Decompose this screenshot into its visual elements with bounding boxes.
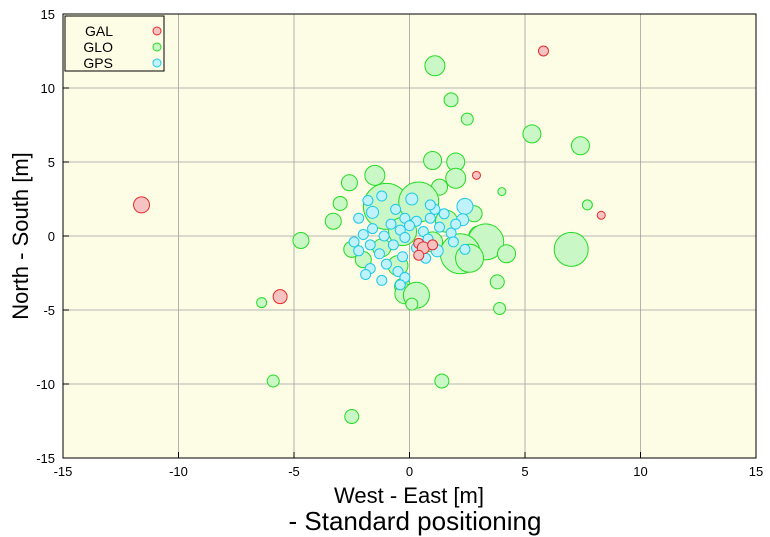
y-tick-label: 0 [48,229,55,244]
x-tick-label: -15 [54,464,73,479]
series-gal [133,45,606,305]
legend-label-gal: GAL [85,23,113,39]
point-gps [450,218,462,230]
legend-label-glo: GLO [83,39,113,55]
point-gps [360,268,372,280]
point-glo [292,231,310,249]
point-glo [344,409,360,425]
point-gps [348,236,360,248]
point-gps [366,205,380,219]
point-glo [493,302,507,316]
point-gps [353,212,365,224]
point-gal [596,210,606,220]
point-gal [427,239,439,251]
point-gps [399,231,411,243]
point-glo [522,124,542,144]
point-glo [581,199,593,211]
point-gal [471,170,481,180]
chart-caption: - Standard positioning [289,506,542,536]
point-glo [256,297,268,309]
point-gps [459,243,471,255]
point-gps [424,212,436,224]
point-glo [489,274,505,290]
point-glo [553,231,589,267]
point-gal [272,289,288,305]
x-axis-label: West - East [m] [334,483,484,508]
point-gps [367,223,379,235]
point-glo [424,55,446,77]
y-axis-label: North - South [m] [8,152,33,320]
point-glo [460,112,474,126]
point-glo [266,374,280,388]
point-gps [390,203,402,215]
legend-label-gps: GPS [83,55,113,71]
point-gps [397,251,409,263]
point-gps [376,274,388,286]
point-gps [357,229,369,241]
x-tick-label: -5 [288,464,300,479]
point-gal [537,45,549,57]
point-glo [434,373,450,389]
x-tick-label: 5 [521,464,528,479]
point-glo [570,136,590,156]
point-gps [385,218,397,230]
point-glo [423,151,443,171]
point-glo [364,164,386,186]
point-glo [497,187,507,197]
point-glo [340,174,358,192]
point-glo [332,195,348,211]
point-gal [413,249,425,261]
legend-box [64,15,165,72]
data-points [133,45,606,425]
point-gps [434,221,446,233]
point-gps [456,197,474,215]
point-glo [445,167,467,189]
legend-marker-gps [152,58,162,68]
point-gps [394,279,406,291]
point-gps [387,239,399,251]
point-glo [497,244,517,264]
point-gps [376,190,388,202]
point-gps [380,258,392,270]
point-gps [362,194,374,206]
point-gps [373,248,385,260]
x-tick-label: 10 [633,464,647,479]
y-tick-label: 10 [41,81,55,96]
point-gps [364,239,376,251]
legend-marker-gal [152,26,162,36]
point-gps [405,192,419,206]
point-glo [324,212,342,230]
legend-marker-glo [152,42,162,52]
x-tick-label: -10 [169,464,188,479]
point-gps [447,236,459,248]
point-gal [133,196,151,214]
y-tick-label: -10 [36,377,55,392]
point-gps [378,230,390,242]
point-gps [353,245,365,257]
point-glo [443,92,459,108]
point-glo [405,297,419,311]
point-gps [404,220,415,232]
y-tick-label: -15 [36,451,55,466]
axis-ticks: -15 -10 -5 0 5 10 15 -15 -10 -5 0 5 10 15 [36,7,763,479]
x-tick-label: 0 [406,464,413,479]
point-gps [392,266,404,278]
y-tick-label: 15 [41,7,55,22]
point-gps [438,208,450,220]
x-tick-label: 15 [749,464,763,479]
y-tick-label: -5 [43,303,55,318]
y-tick-label: 5 [48,155,55,170]
point-gps [424,199,436,211]
